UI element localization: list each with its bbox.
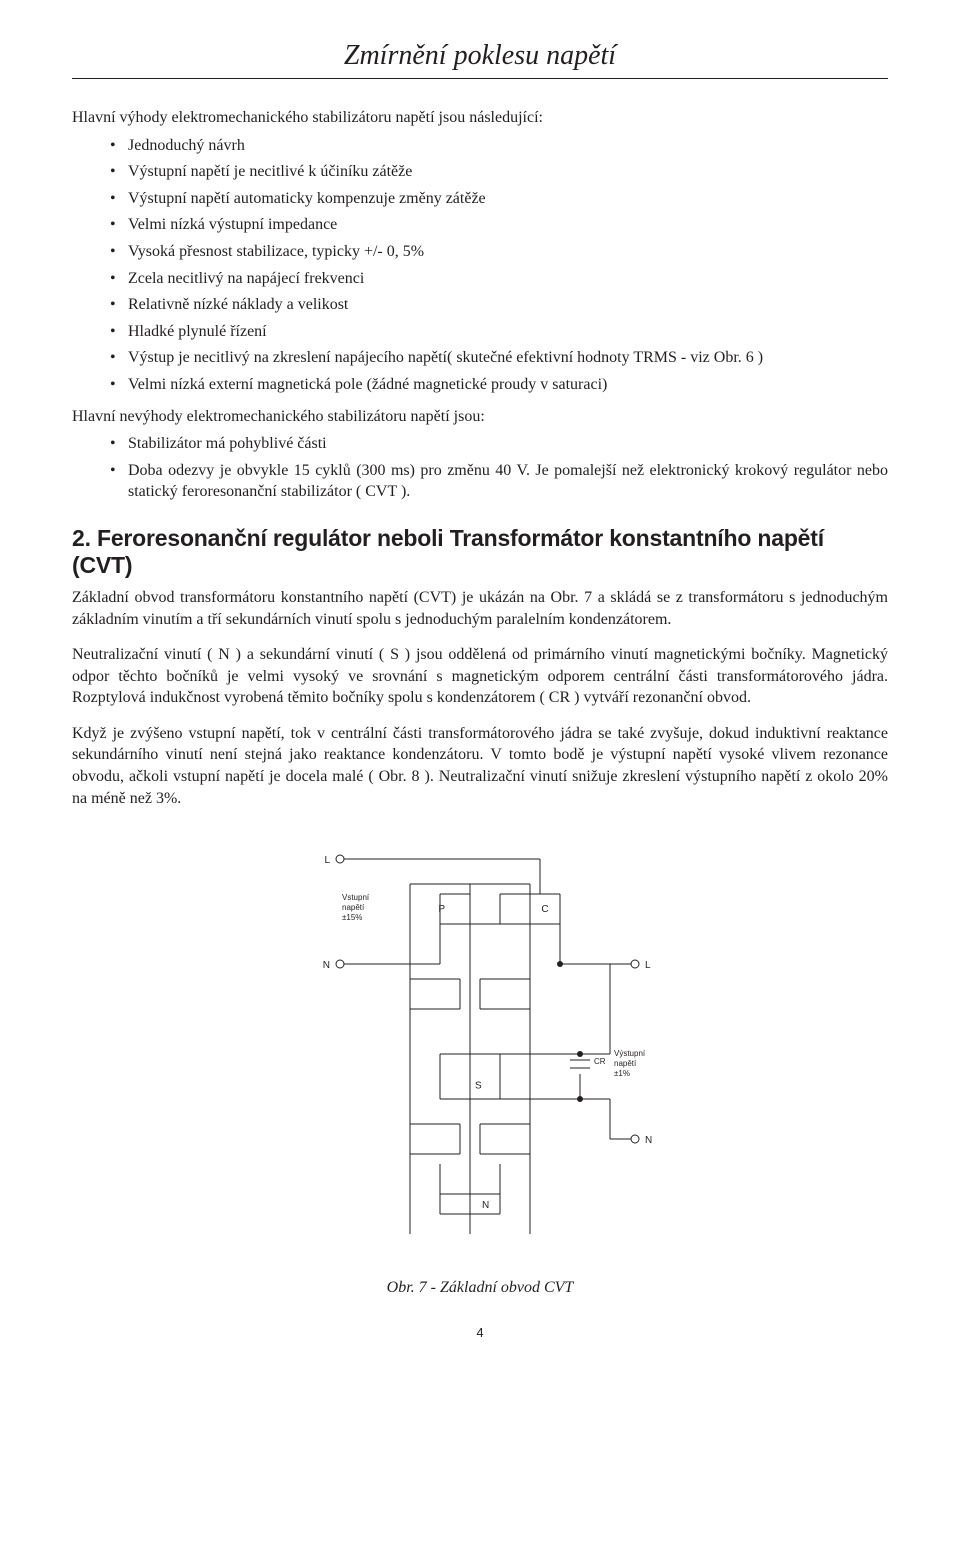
list-item: Výstupní napětí je necitlivé k účiníku z…	[128, 161, 888, 183]
section-2-heading: 2. Feroresonanční regulátor neboli Trans…	[72, 525, 888, 579]
svg-text:L: L	[645, 960, 651, 971]
figure-7-svg: LPCVstupnínapětí±15%NLSCRVýstupnínapětí±…	[270, 839, 690, 1269]
list-item: Vysoká přesnost stabilizace, typicky +/-…	[128, 241, 888, 263]
page-title: Zmírnění poklesu napětí	[72, 40, 888, 72]
figure-7-caption: Obr. 7 - Základní obvod CVT	[72, 1279, 888, 1297]
list-item: Zcela necitlivý na napájecí frekvenci	[128, 268, 888, 290]
section-2-p3: Když je zvýšeno vstupní napětí, tok v ce…	[72, 723, 888, 809]
list-item: Velmi nízká externí magnetická pole (žád…	[128, 374, 888, 396]
list-item: Doba odezvy je obvykle 15 cyklů (300 ms)…	[128, 460, 888, 503]
svg-text:±1%: ±1%	[614, 1069, 630, 1078]
svg-text:napětí: napětí	[614, 1059, 637, 1068]
figure-7: LPCVstupnínapětí±15%NLSCRVýstupnínapětí±…	[72, 839, 888, 1297]
list-item: Jednoduchý návrh	[128, 135, 888, 157]
svg-text:napětí: napětí	[342, 903, 365, 912]
svg-text:Výstupní: Výstupní	[614, 1049, 646, 1058]
section-2-p1: Základní obvod transformátoru konstantní…	[72, 587, 888, 630]
svg-text:±15%: ±15%	[342, 913, 362, 922]
svg-text:C: C	[541, 904, 548, 915]
svg-text:S: S	[475, 1081, 482, 1092]
disadvantages-lead: Hlavní nevýhody elektromechanického stab…	[72, 406, 888, 428]
svg-text:N: N	[645, 1135, 652, 1146]
svg-text:L: L	[324, 855, 330, 866]
svg-text:N: N	[482, 1200, 489, 1211]
advantages-lead: Hlavní výhody elektromechanického stabil…	[72, 107, 888, 129]
page-number: 4	[72, 1325, 888, 1340]
advantages-list: Jednoduchý návrh Výstupní napětí je neci…	[72, 135, 888, 396]
svg-text:P: P	[438, 904, 445, 915]
disadvantages-list: Stabilizátor má pohyblivé části Doba ode…	[72, 433, 888, 503]
list-item: Relativně nízké náklady a velikost	[128, 294, 888, 316]
svg-text:N: N	[323, 960, 330, 971]
section-2-p2: Neutralizační vinutí ( N ) a sekundární …	[72, 644, 888, 709]
svg-text:CR: CR	[594, 1057, 606, 1066]
list-item: Stabilizátor má pohyblivé části	[128, 433, 888, 455]
list-item: Výstupní napětí automaticky kompenzuje z…	[128, 188, 888, 210]
svg-text:Vstupní: Vstupní	[342, 893, 370, 902]
list-item: Hladké plynulé řízení	[128, 321, 888, 343]
list-item: Výstup je necitlivý na zkreslení napájec…	[128, 347, 888, 369]
title-rule	[72, 78, 888, 79]
list-item: Velmi nízká výstupní impedance	[128, 214, 888, 236]
